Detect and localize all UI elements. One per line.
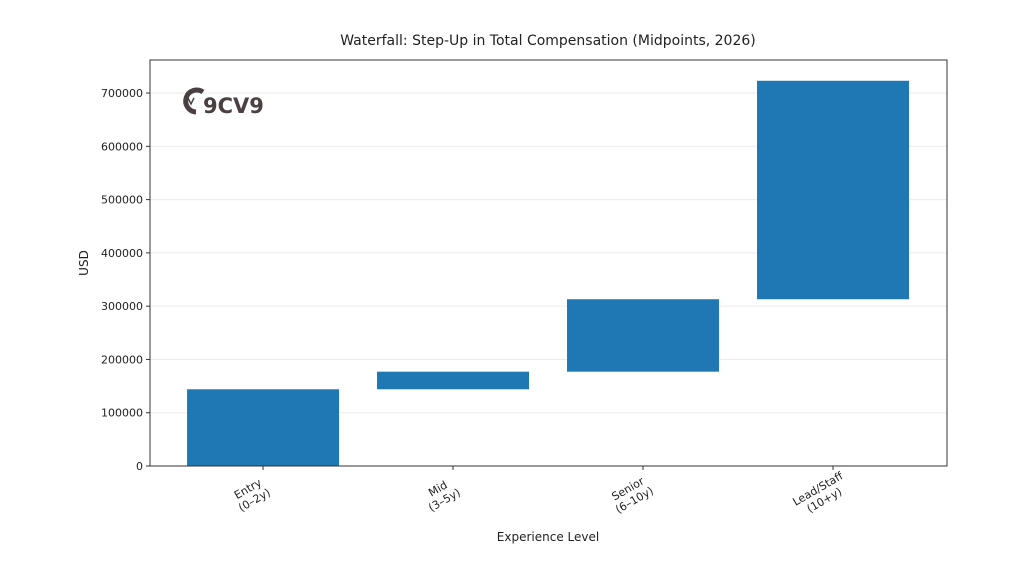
y-tick-label: 0 xyxy=(136,460,143,473)
chart-title: Waterfall: Step-Up in Total Compensation… xyxy=(340,33,756,49)
plot-frame xyxy=(149,59,948,467)
bar-0 xyxy=(187,389,340,466)
y-tick-label: 600000 xyxy=(101,140,143,153)
y-tick-label: 100000 xyxy=(101,407,143,420)
y-axis-label: USD xyxy=(77,250,91,276)
x-tick-label: Entry(0–2y) xyxy=(230,475,273,515)
y-tick-label: 400000 xyxy=(101,247,143,260)
bar-3 xyxy=(757,80,910,300)
bar-1 xyxy=(377,371,530,390)
x-axis-ticks: Entry(0–2y) Mid(3–5y) Senior(6–10y) Lead/St… xyxy=(230,466,853,520)
logo-9cv9: 9CV9 xyxy=(183,87,264,118)
y-tick-label: 300000 xyxy=(101,300,143,313)
y-tick-label: 500000 xyxy=(101,194,143,207)
logo-check-icon xyxy=(187,97,195,106)
y-tick-label: 200000 xyxy=(101,353,143,366)
y-axis-ticks: 0 100000 200000 300000 400000 500000 600000 700… xyxy=(101,87,150,473)
x-tick-label: Senior(6–10y) xyxy=(607,473,656,516)
bar-2 xyxy=(567,299,720,372)
y-tick-label: 700000 xyxy=(101,87,143,100)
logo-ring-icon xyxy=(183,87,205,115)
x-tick-label: Mid(3–5y) xyxy=(420,475,463,515)
bars xyxy=(187,80,910,466)
x-tick-label: Lead/Staff(10+y) xyxy=(791,469,853,520)
logo-text: 9CV9 xyxy=(203,94,264,118)
x-axis-label: Experience Level xyxy=(497,530,599,544)
